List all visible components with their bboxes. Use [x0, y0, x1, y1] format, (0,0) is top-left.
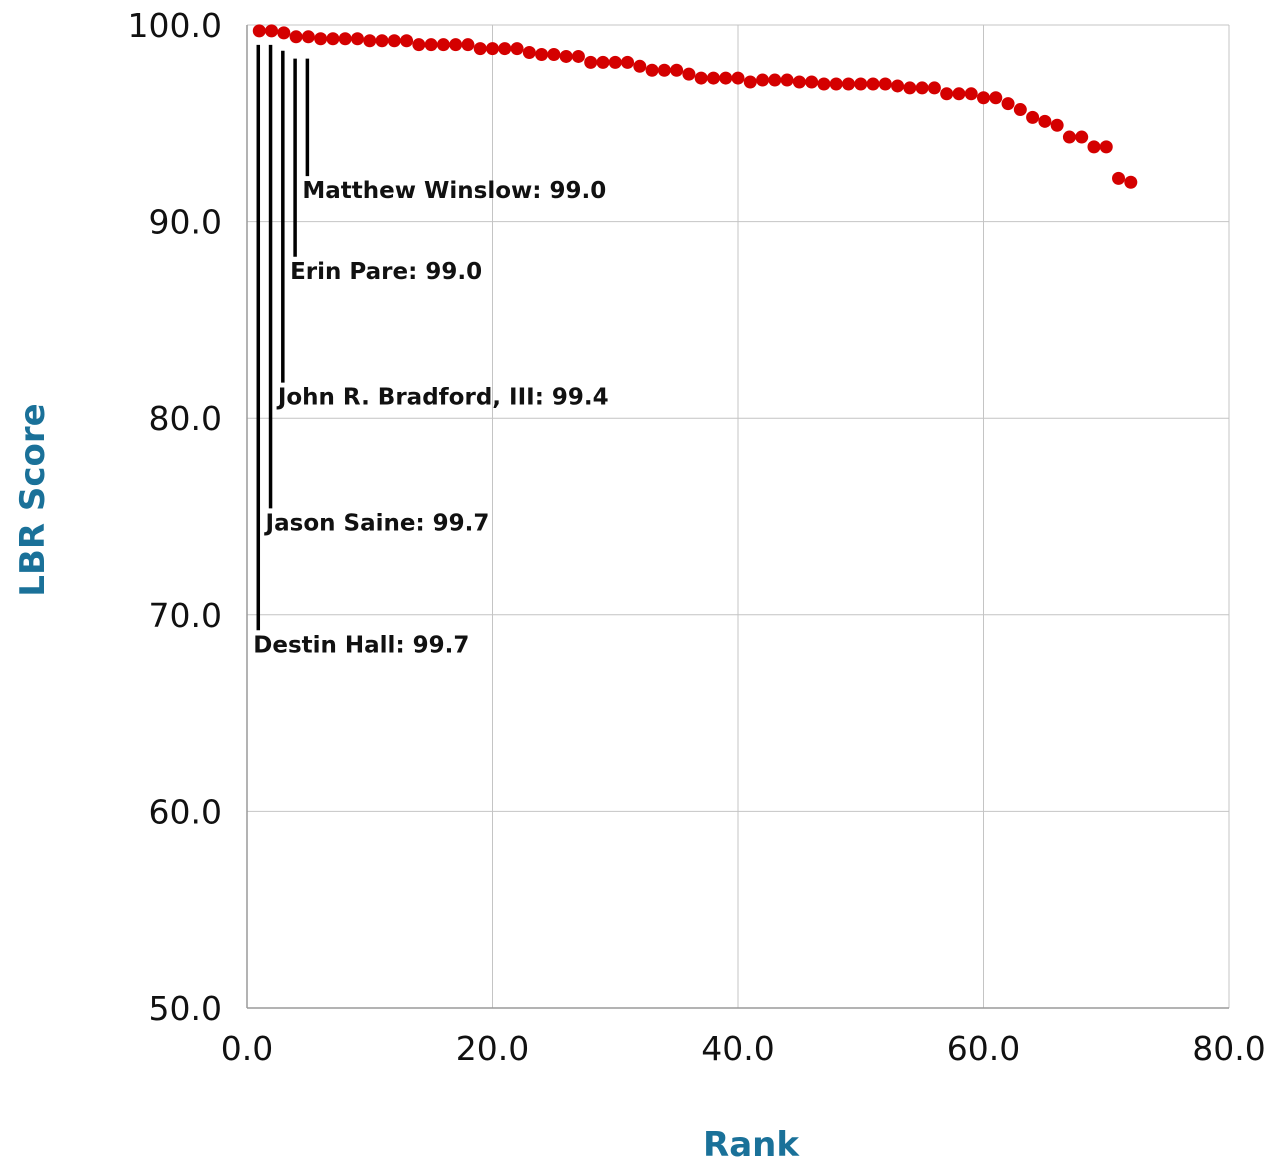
data-point [878, 77, 892, 91]
data-point [805, 75, 819, 89]
data-point [989, 91, 1003, 105]
data-point [940, 87, 954, 101]
x-tick-labels: 0.0 20.0 40.0 60.0 80.0 [221, 1029, 1266, 1068]
axes [246, 25, 1229, 1009]
data-point [571, 49, 585, 63]
data-point [829, 77, 843, 91]
data-point [1001, 97, 1015, 111]
data-point [535, 47, 549, 61]
data-point [743, 75, 757, 89]
data-point [277, 26, 291, 40]
data-point [792, 75, 806, 89]
y-tick-label: 90.0 [149, 203, 222, 242]
y-tick-label: 70.0 [149, 596, 222, 635]
data-point [387, 34, 401, 48]
data-point [768, 73, 782, 87]
y-tick-labels: 50.0 60.0 70.0 80.0 90.0 100.0 [128, 6, 222, 1028]
data-point [314, 32, 328, 46]
y-tick-label: 100.0 [128, 6, 222, 45]
data-point [903, 81, 917, 95]
annotation-label: Erin Pare: 99.0 [290, 259, 482, 285]
y-tick-label: 80.0 [149, 399, 222, 438]
data-point [498, 42, 512, 56]
data-point [412, 38, 426, 52]
grid [247, 24, 1230, 1008]
x-tick-label: 40.0 [701, 1029, 774, 1068]
data-point [756, 73, 770, 87]
data-point [400, 34, 414, 48]
data-point [645, 63, 659, 77]
data-point [486, 42, 499, 56]
data-point [559, 49, 573, 63]
data-point [964, 87, 978, 101]
data-point [1050, 118, 1064, 132]
data-point [952, 87, 966, 101]
annotation-label: John R. Bradford, III: 99.4 [276, 385, 609, 411]
data-point [265, 24, 279, 38]
data-point [780, 73, 794, 87]
data-point [621, 55, 635, 69]
data-point [1112, 171, 1126, 185]
x-tick-label: 60.0 [947, 1029, 1020, 1068]
annotation-labels: Destin Hall: 99.7 Jason Saine: 99.7 John R… [253, 178, 608, 658]
data-point [915, 81, 929, 95]
annotation-leaders [256, 44, 310, 631]
data-point [584, 55, 598, 69]
data-point [927, 81, 941, 95]
data-point [891, 79, 905, 93]
data-point [1087, 140, 1101, 154]
data-point [1026, 110, 1040, 124]
data-point [608, 55, 622, 69]
x-tick-label: 80.0 [1192, 1029, 1265, 1068]
data-point [326, 32, 340, 46]
data-point [1013, 103, 1027, 117]
data-point [1075, 130, 1089, 144]
y-tick-label: 60.0 [149, 792, 222, 831]
data-point [596, 55, 610, 69]
y-axis-title: LBR Score [13, 403, 53, 596]
data-point [1124, 175, 1138, 189]
data-point [252, 24, 266, 38]
data-point [977, 91, 990, 105]
data-point [854, 77, 868, 91]
data-point [449, 38, 463, 52]
data-point [817, 77, 831, 91]
data-point [866, 77, 880, 91]
x-tick-label: 20.0 [456, 1029, 529, 1068]
data-point [424, 38, 438, 52]
data-point [289, 30, 303, 44]
data-point [473, 42, 487, 56]
data-point [1038, 114, 1052, 128]
data-point [350, 32, 364, 46]
data-point [670, 63, 684, 77]
data-point [841, 77, 855, 91]
x-tick-label: 0.0 [221, 1029, 273, 1068]
x-axis-title: Rank [703, 1125, 800, 1164]
annotation-label: Jason Saine: 99.7 [264, 510, 490, 536]
data-point [719, 71, 733, 85]
data-point [510, 42, 524, 56]
data-point [338, 32, 352, 46]
data-point [657, 63, 671, 77]
y-tick-label: 50.0 [149, 989, 222, 1028]
data-point [363, 34, 377, 48]
data-point [1062, 130, 1076, 144]
annotation-label: Matthew Winslow: 99.0 [302, 178, 606, 204]
data-point [633, 59, 647, 73]
data-point [522, 46, 536, 60]
data-point [461, 38, 475, 52]
data-points [252, 24, 1138, 189]
data-point [694, 71, 708, 85]
data-point [682, 67, 696, 81]
data-point [436, 38, 450, 52]
data-point [547, 47, 561, 61]
annotation-label: Destin Hall: 99.7 [253, 632, 469, 658]
data-point [375, 34, 389, 48]
data-point [1099, 140, 1113, 154]
data-point [706, 71, 720, 85]
data-point [301, 30, 315, 44]
data-point [731, 71, 745, 85]
